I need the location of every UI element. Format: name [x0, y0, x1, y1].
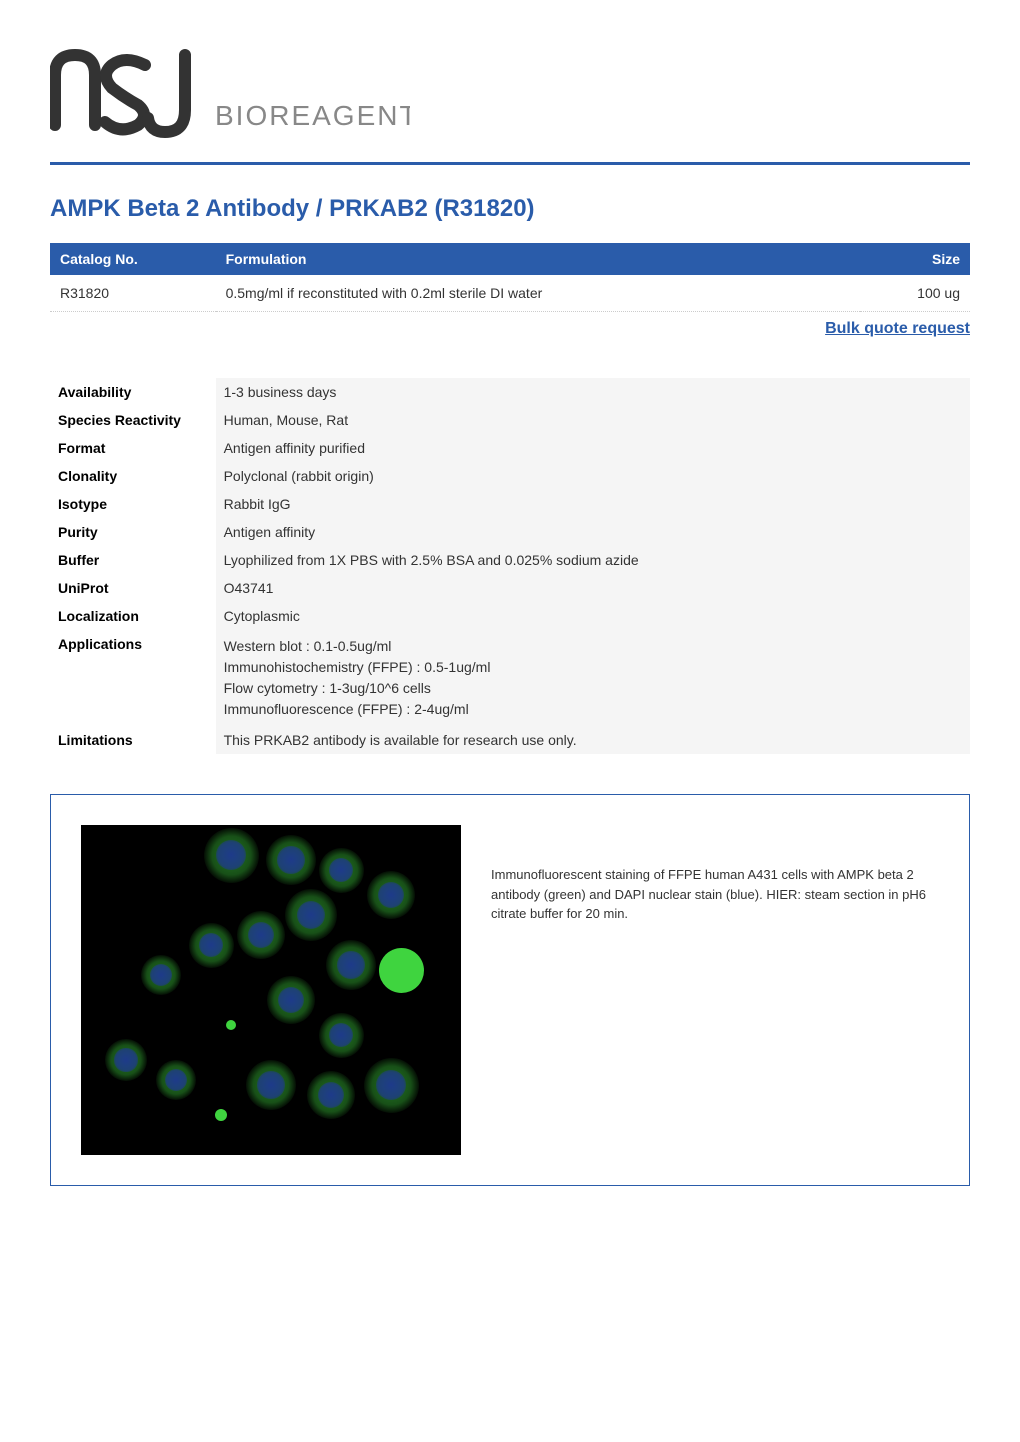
cell-blue-nucleus [376, 1070, 406, 1100]
bulk-quote-link[interactable]: Bulk quote request [825, 320, 970, 337]
details-row: FormatAntigen affinity purified [50, 434, 970, 462]
logo: BIOREAGENTS [50, 40, 970, 150]
details-value: Human, Mouse, Rat [216, 406, 970, 434]
details-row: LocalizationCytoplasmic [50, 602, 970, 630]
details-row: ClonalityPolyclonal (rabbit origin) [50, 462, 970, 490]
catalog-header-size: Size [860, 243, 970, 275]
details-label: Applications [50, 630, 216, 726]
details-value: Rabbit IgG [216, 490, 970, 518]
details-value: Polyclonal (rabbit origin) [216, 462, 970, 490]
catalog-table: Catalog No. Formulation Size R31820 0.5m… [50, 243, 970, 312]
image-caption: Immunofluorescent staining of FFPE human… [491, 825, 939, 924]
cell-green-dot [215, 1109, 227, 1121]
details-label: Limitations [50, 726, 216, 754]
details-value: O43741 [216, 574, 970, 602]
cell-blue-nucleus [257, 1071, 285, 1099]
details-value: Antigen affinity purified [216, 434, 970, 462]
details-value-line: Immunohistochemistry (FFPE) : 0.5-1ug/ml [224, 657, 962, 678]
details-row: UniProtO43741 [50, 574, 970, 602]
catalog-header-formulation: Formulation [216, 243, 860, 275]
catalog-cell-catalogno: R31820 [50, 275, 216, 312]
details-row: ApplicationsWestern blot : 0.1-0.5ug/mlI… [50, 630, 970, 726]
cell-green-dot [226, 1020, 236, 1030]
logo-text: BIOREAGENTS [215, 100, 410, 131]
details-value: 1-3 business days [216, 378, 970, 406]
image-section: Immunofluorescent staining of FFPE human… [50, 794, 970, 1186]
catalog-cell-formulation: 0.5mg/ml if reconstituted with 0.2ml ste… [216, 275, 860, 312]
details-value: This PRKAB2 antibody is available for re… [216, 726, 970, 754]
details-row: Availability1-3 business days [50, 378, 970, 406]
details-label: UniProt [50, 574, 216, 602]
details-value-line: Immunofluorescence (FFPE) : 2-4ug/ml [224, 699, 962, 720]
details-row: LimitationsThis PRKAB2 antibody is avail… [50, 726, 970, 754]
catalog-header-catalogno: Catalog No. [50, 243, 216, 275]
details-value-line: Flow cytometry : 1-3ug/10^6 cells [224, 678, 962, 699]
details-label: Buffer [50, 546, 216, 574]
cell-blue-nucleus [114, 1048, 137, 1071]
cell-green-dot [379, 948, 424, 993]
details-table: Availability1-3 business daysSpecies Rea… [50, 378, 970, 754]
details-label: Species Reactivity [50, 406, 216, 434]
cell-blue-nucleus [277, 846, 305, 874]
details-value: Lyophilized from 1X PBS with 2.5% BSA an… [216, 546, 970, 574]
details-label: Purity [50, 518, 216, 546]
details-value-line: Western blot : 0.1-0.5ug/ml [224, 636, 962, 657]
details-label: Clonality [50, 462, 216, 490]
bulk-quote-container: Bulk quote request [50, 320, 970, 338]
cell-blue-nucleus [165, 1069, 187, 1091]
details-row: Species ReactivityHuman, Mouse, Rat [50, 406, 970, 434]
catalog-cell-size: 100 ug [860, 275, 970, 312]
cell-blue-nucleus [216, 840, 246, 870]
microscopy-image [81, 825, 461, 1155]
header-divider [50, 162, 970, 165]
details-label: Format [50, 434, 216, 462]
details-label: Isotype [50, 490, 216, 518]
cell-blue-nucleus [337, 951, 365, 979]
cell-blue-nucleus [150, 964, 172, 986]
details-value: Western blot : 0.1-0.5ug/mlImmunohistoch… [216, 630, 970, 726]
catalog-table-row: R31820 0.5mg/ml if reconstituted with 0.… [50, 275, 970, 312]
details-row: PurityAntigen affinity [50, 518, 970, 546]
details-label: Localization [50, 602, 216, 630]
page-title: AMPK Beta 2 Antibody / PRKAB2 (R31820) [50, 195, 970, 223]
details-row: IsotypeRabbit IgG [50, 490, 970, 518]
catalog-table-header-row: Catalog No. Formulation Size [50, 243, 970, 275]
details-label: Availability [50, 378, 216, 406]
details-value: Cytoplasmic [216, 602, 970, 630]
details-row: BufferLyophilized from 1X PBS with 2.5% … [50, 546, 970, 574]
details-value: Antigen affinity [216, 518, 970, 546]
nsj-logo-svg: BIOREAGENTS [50, 40, 410, 150]
